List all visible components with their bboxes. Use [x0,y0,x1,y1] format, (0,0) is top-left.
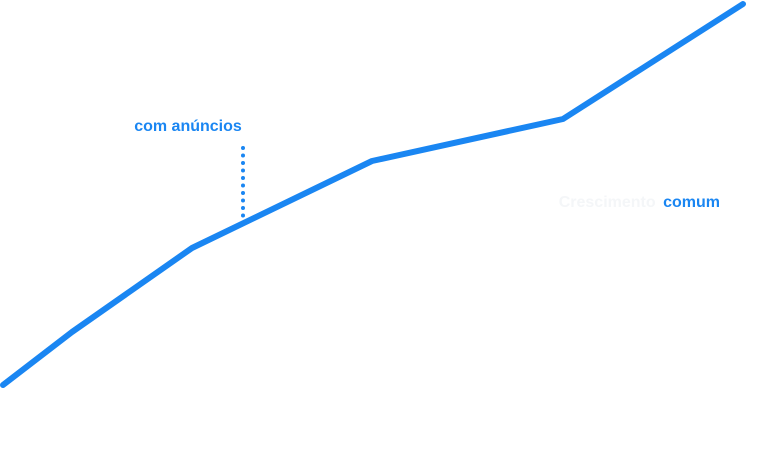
growth-line [0,1,746,388]
ads-label: com anúncios [134,118,242,135]
organic-highlight: comum [663,194,720,211]
organic-prefix: Crescimento [559,194,656,211]
organic-label: Crescimento comum [559,194,720,211]
